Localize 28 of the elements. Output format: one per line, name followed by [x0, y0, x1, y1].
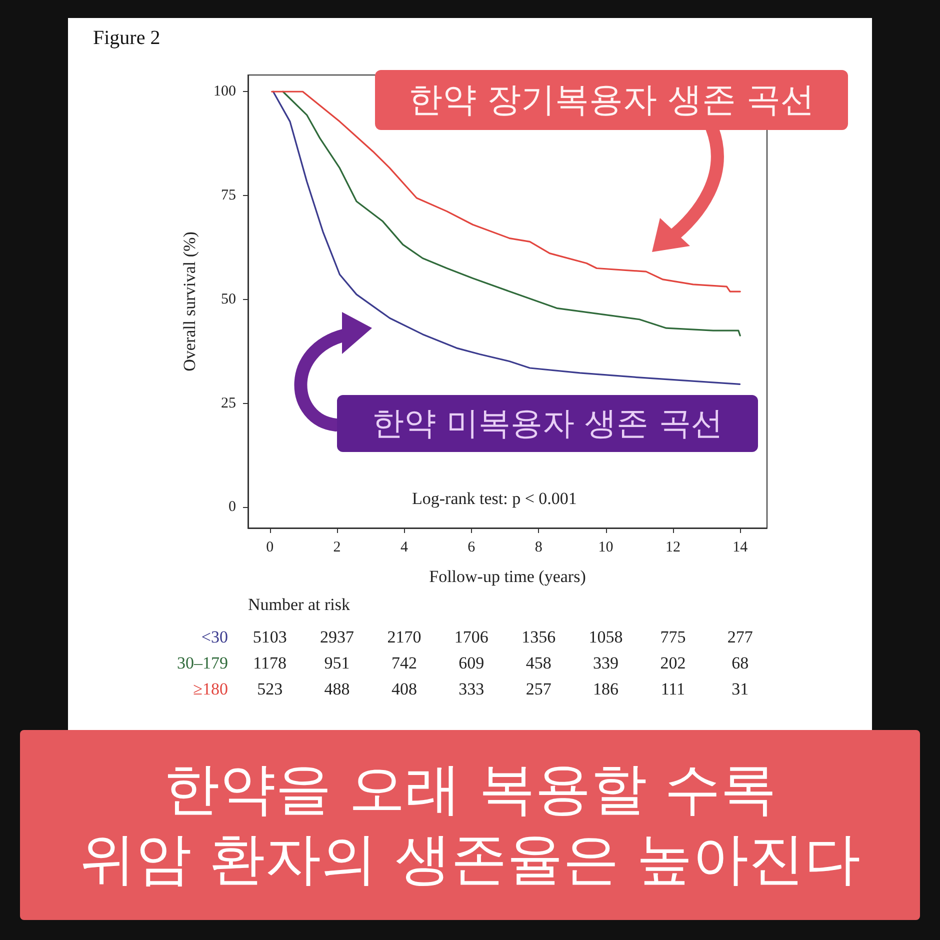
x-tick-label: 14 — [732, 540, 748, 556]
y-tick-label: 0 — [228, 499, 236, 516]
y-tick-label: 100 — [214, 84, 236, 100]
x-tick-label: 6 — [468, 540, 476, 556]
text: 523 488 408 333 257 186 111 31 — [257, 680, 749, 698]
annotation: 한약 미복용자 생존 곡선 — [337, 395, 758, 452]
text: <30 — [201, 628, 228, 646]
text: ≥180 — [193, 680, 228, 698]
y-tick-label: 25 — [221, 395, 236, 412]
x-tick-label: 2 — [333, 540, 341, 556]
caption: Figure 2 — [93, 27, 160, 49]
x-axis-title: Follow-up time (years) — [429, 567, 586, 586]
x-tick-label: 10 — [598, 540, 614, 556]
y-tick-label: 50 — [221, 291, 236, 308]
x-tick-label: 0 — [266, 540, 274, 556]
x-tick-label: 8 — [534, 540, 542, 556]
x-tick-label: 12 — [665, 540, 680, 556]
text: 30–179 — [177, 654, 228, 672]
text: 위암 환자의 생존율은 높아진다 — [79, 826, 861, 894]
text: Number at risk — [248, 595, 350, 614]
text: 한약을 오래 복용할 수록 — [163, 756, 777, 824]
y-axis-title: Overall survival (%) — [180, 232, 199, 372]
annotation: 한약 장기복용자 생존 곡선 — [375, 70, 848, 130]
text: 5103 2937 2170 1706 1356 1058 775 277 — [252, 628, 753, 646]
x-tick-label: 4 — [400, 540, 408, 556]
y-tick-label: 75 — [221, 188, 236, 204]
text: 1178 951 742 609 458 339 202 68 — [253, 654, 749, 672]
annotation: Log-rank test: p < 0.001 — [412, 489, 577, 508]
